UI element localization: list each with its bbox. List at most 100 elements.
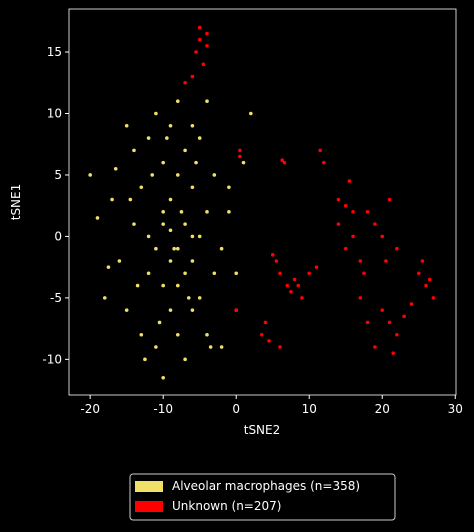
plot-frame	[68, 8, 457, 396]
point	[154, 111, 158, 116]
point	[314, 265, 319, 269]
y-tick-label: 5	[54, 168, 62, 182]
point	[387, 197, 392, 202]
point	[113, 167, 118, 171]
point	[267, 339, 271, 343]
point	[143, 357, 147, 362]
point	[194, 50, 198, 54]
point	[161, 283, 165, 288]
point	[190, 234, 195, 239]
point	[416, 271, 421, 276]
point	[117, 259, 122, 263]
point	[197, 25, 202, 30]
point	[431, 296, 436, 300]
point	[161, 375, 165, 380]
point	[183, 357, 187, 362]
legend-box	[129, 473, 396, 521]
point	[172, 246, 176, 251]
point	[157, 320, 162, 325]
point	[146, 136, 151, 140]
point	[358, 259, 363, 263]
y-tick-label: 10	[47, 106, 62, 120]
point	[154, 246, 158, 251]
point	[175, 99, 180, 103]
point	[183, 222, 187, 226]
point	[175, 173, 180, 177]
point	[347, 179, 352, 183]
point	[384, 259, 388, 263]
point	[124, 123, 129, 128]
point	[336, 197, 341, 202]
point	[227, 210, 231, 214]
point	[106, 265, 111, 269]
point	[205, 332, 209, 337]
point	[234, 271, 239, 276]
point	[146, 234, 151, 239]
legend-label: Alveolar macrophages (n=358)	[172, 479, 360, 493]
point	[259, 332, 264, 337]
point	[205, 31, 209, 36]
point	[227, 185, 231, 190]
point	[124, 308, 129, 312]
point	[373, 345, 377, 349]
point	[391, 351, 396, 356]
point	[139, 185, 144, 190]
point	[154, 345, 158, 349]
point	[197, 37, 202, 42]
point	[278, 345, 282, 349]
point	[205, 99, 209, 103]
point	[285, 283, 290, 288]
point	[343, 246, 348, 251]
point	[128, 197, 133, 202]
point	[168, 228, 173, 233]
x-tick-label: 20	[375, 402, 390, 416]
point	[238, 148, 242, 153]
point	[307, 271, 312, 276]
point	[238, 154, 242, 159]
x-axis-label: tSNE2	[244, 423, 281, 437]
legend-swatch	[135, 481, 163, 492]
point	[194, 160, 198, 165]
point	[234, 308, 239, 312]
point	[175, 332, 180, 337]
point	[322, 160, 326, 165]
point	[300, 296, 304, 300]
point	[409, 302, 414, 306]
point	[139, 332, 144, 337]
point	[88, 173, 92, 177]
point	[343, 203, 348, 208]
point	[168, 259, 173, 263]
point	[395, 246, 399, 251]
point	[351, 210, 355, 214]
x-tick-label: -10	[153, 402, 173, 416]
point	[146, 271, 151, 276]
point	[420, 259, 425, 263]
point	[280, 158, 285, 163]
point	[132, 148, 136, 153]
x-tick-label: 10	[302, 402, 317, 416]
point	[373, 222, 377, 226]
point	[190, 123, 195, 128]
point	[110, 197, 114, 202]
point	[102, 296, 107, 300]
point	[183, 80, 187, 85]
point	[190, 259, 195, 263]
point	[135, 283, 140, 288]
point	[318, 148, 322, 153]
point	[161, 210, 165, 214]
point	[292, 277, 297, 282]
point	[168, 308, 173, 312]
point	[278, 271, 282, 276]
point	[175, 283, 180, 288]
y-axis-label: tSNE1	[9, 184, 23, 221]
y-tick-label: 15	[47, 45, 62, 59]
point	[197, 296, 202, 300]
point	[358, 296, 363, 300]
point	[263, 320, 268, 325]
point	[380, 308, 385, 312]
point	[201, 62, 206, 67]
point	[190, 308, 195, 312]
point	[186, 296, 191, 300]
x-tick-label: 0	[232, 402, 240, 416]
